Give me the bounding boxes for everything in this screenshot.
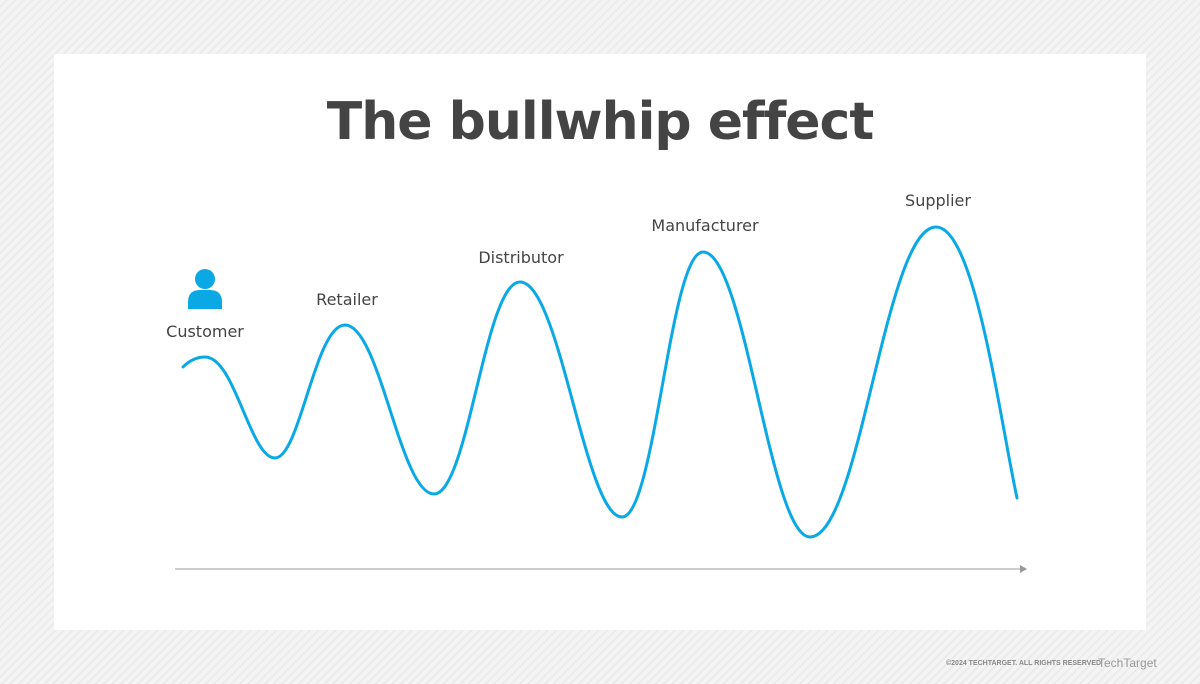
person-icon [188, 269, 222, 309]
copyright-text: ©2024 TECHTARGET. ALL RIGHTS RESERVED [946, 660, 1102, 667]
diagram-title: The bullwhip effect [326, 92, 874, 152]
diagram-card [54, 54, 1146, 630]
stage-label-retailer: Retailer [316, 290, 378, 309]
bullwhip-wave [181, 225, 1019, 539]
stage-label-supplier: Supplier [905, 191, 971, 210]
brand-logo: TechTarget [1098, 656, 1157, 670]
stage-label-manufacturer: Manufacturer [651, 216, 759, 235]
stage-label-distributor: Distributor [478, 248, 564, 267]
stage-label-customer: Customer [166, 322, 244, 341]
axis-arrowhead [1020, 565, 1027, 573]
